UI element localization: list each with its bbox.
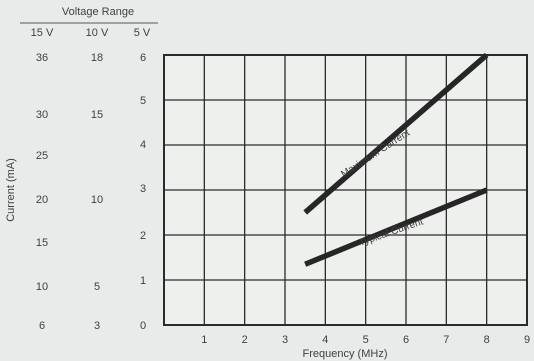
tick-5v-6: 6 xyxy=(140,52,146,64)
tick-10v-5: 5 xyxy=(94,281,100,293)
x-tick-label: 7 xyxy=(443,334,449,346)
x-tick-label: 3 xyxy=(282,334,288,346)
x-tick-label: 4 xyxy=(322,334,328,346)
y-axis-label: Current (mA) xyxy=(5,158,17,222)
x-tick-label: 6 xyxy=(403,334,409,346)
data-series xyxy=(303,52,489,267)
tick-15v-6: 6 xyxy=(39,320,45,332)
tick-5v-2: 2 xyxy=(140,230,146,242)
x-axis-label: Frequency (MHz) xyxy=(303,348,388,360)
tick-5v-4: 4 xyxy=(140,139,146,151)
x-tick-label: 5 xyxy=(363,334,369,346)
x-tick-label: 1 xyxy=(201,334,207,346)
x-tick-labels: 1 2 3 4 5 6 7 8 9 xyxy=(201,334,530,346)
tick-5v-3: 3 xyxy=(140,183,146,195)
tick-15v-10: 10 xyxy=(36,281,48,293)
tick-10v-3: 3 xyxy=(94,320,100,332)
voltage-col-5v-label: 5 V xyxy=(134,27,151,39)
tick-15v-20: 20 xyxy=(36,194,48,206)
tick-10v-18: 18 xyxy=(91,52,103,64)
tick-10v-10: 10 xyxy=(91,194,103,206)
x-tick-label: 8 xyxy=(484,334,490,346)
tick-15v-36: 36 xyxy=(36,52,48,64)
x-tick-label: 2 xyxy=(242,334,248,346)
tick-5v-5: 5 xyxy=(140,95,146,107)
tick-5v-1: 1 xyxy=(140,275,146,287)
tick-15v-30: 30 xyxy=(36,109,48,121)
series-line-typical-current xyxy=(304,187,488,267)
voltage-range-header: Voltage Range xyxy=(62,6,134,18)
x-tick-label: 9 xyxy=(524,334,530,346)
tick-15v-15: 15 xyxy=(36,237,48,249)
voltage-col-15v-label: 15 V xyxy=(31,27,54,39)
tick-15v-25: 25 xyxy=(36,150,48,162)
voltage-col-10v-label: 10 V xyxy=(86,27,109,39)
tick-5v-0: 0 xyxy=(140,320,146,332)
tick-10v-15: 15 xyxy=(91,109,103,121)
series-line-maximum-current xyxy=(303,52,489,215)
